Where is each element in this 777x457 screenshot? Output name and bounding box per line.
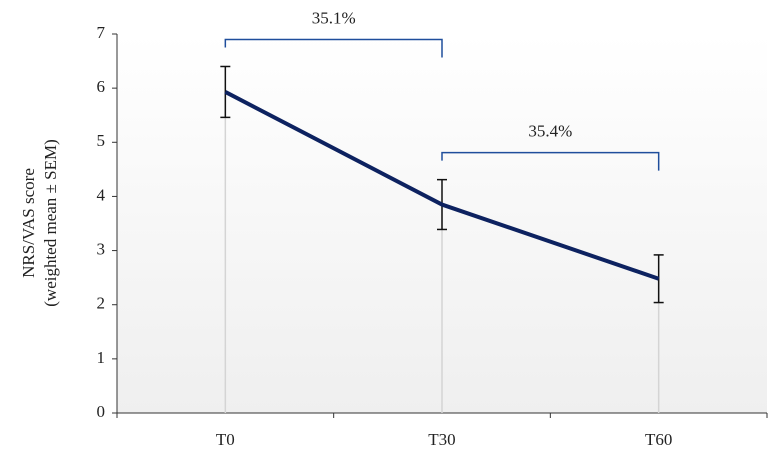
x-tick-label: T0 bbox=[216, 430, 235, 449]
y-tick-label: 0 bbox=[97, 402, 106, 421]
y-tick-label: 6 bbox=[97, 77, 106, 96]
x-tick-label: T60 bbox=[645, 430, 672, 449]
y-tick-label: 7 bbox=[97, 23, 106, 42]
y-axis-label: (weighted mean ± SEM) bbox=[41, 139, 60, 307]
bracket bbox=[441, 151, 660, 171]
annotation: 35.1% bbox=[312, 8, 356, 27]
y-tick-label: 2 bbox=[97, 294, 106, 313]
y-tick-label: 5 bbox=[97, 131, 106, 150]
y-axis-label: NRS/VAS score bbox=[19, 168, 38, 278]
y-tick-label: 4 bbox=[97, 185, 106, 204]
y-tick-label: 3 bbox=[97, 239, 106, 258]
line bbox=[224, 90, 660, 281]
annotation: 35.4% bbox=[528, 122, 572, 141]
y-tick-label: 1 bbox=[97, 348, 106, 367]
x-tick-label: T30 bbox=[428, 430, 455, 449]
bracket bbox=[224, 38, 443, 58]
